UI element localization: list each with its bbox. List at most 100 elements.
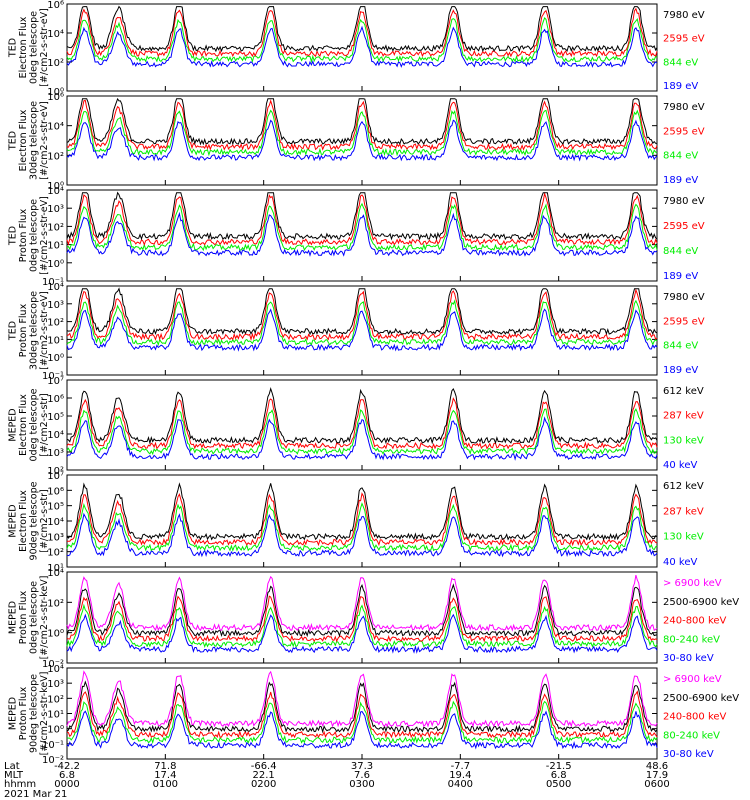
y-tick-label: 10⁴ [47, 517, 64, 528]
legend-entry: 7980 eV [663, 10, 705, 21]
series-line-3 [66, 16, 658, 64]
series-line-2 [66, 99, 658, 151]
y-tick-label: 10⁰ [47, 629, 64, 640]
series-line-4 [66, 700, 658, 745]
series-line-4 [66, 512, 658, 558]
legend-entry: > 6900 keV [663, 578, 722, 589]
y-tick-label: 10⁰ [47, 353, 64, 364]
y-axis-label: TEDElectron Flux30deg telescope[#/cm2-s-… [7, 101, 50, 180]
legend-entry: 40 keV [663, 460, 697, 471]
date-label: 2021 Mar 21 [4, 789, 67, 800]
series-line-2 [66, 288, 658, 342]
y-tick-label: 10⁶ [47, 486, 64, 497]
x-tick-mlt: 22.1 [253, 770, 275, 781]
x-tick-hhmm: 0600 [644, 779, 669, 790]
y-tick-label: 10² [47, 318, 64, 329]
x-tick-lat: 48.6 [646, 761, 668, 772]
series-line-5 [66, 710, 658, 750]
y-axis-label: TEDProton Flux30deg telescope[#/cm2-s-st… [7, 291, 50, 370]
legend-entry: 2595 eV [663, 316, 705, 327]
y-tick-label: 10² [47, 151, 64, 162]
legend-entry: 612 keV [663, 481, 704, 492]
x-tick-mlt: 17.9 [646, 770, 668, 781]
x-tick-hhmm: 0100 [153, 779, 178, 790]
legend-entry: 189 eV [663, 365, 698, 376]
y-tick-label: 10² [47, 598, 64, 609]
x-tick-hhmm: 0300 [349, 779, 374, 790]
series-line-4 [66, 211, 658, 257]
y-tick-label: 10² [47, 222, 64, 233]
x-row-label: MLT [4, 770, 24, 781]
y-axis-label: MEPEDProton Flux90deg telescope[#/cm2-s-… [7, 672, 50, 756]
series-line-2 [66, 191, 658, 247]
x-tick-lat: -42.2 [54, 761, 80, 772]
legend-entry: 844 eV [663, 341, 698, 352]
legend-entry: 287 keV [663, 411, 704, 422]
x-tick-mlt: 17.4 [154, 770, 176, 781]
y-tick-label: 10⁵ [47, 502, 64, 513]
plot-frame [66, 95, 658, 186]
series-line-1 [66, 574, 658, 633]
series-line-1 [66, 191, 658, 241]
legend-entry: 2595 eV [663, 221, 705, 232]
legend-entry: 7980 eV [663, 102, 705, 113]
y-tick-label: 10³ [47, 204, 64, 215]
x-tick-mlt: 7.6 [354, 770, 370, 781]
x-tick-lat: -66.4 [251, 761, 277, 772]
legend-entry: 30-80 keV [663, 653, 714, 664]
series-line-3 [66, 502, 658, 553]
panel-6: 10⁷ 10⁶ 10⁵ 10⁴ 10³ 10² 10¹ MEPEDElectron Flux9… [7, 471, 704, 574]
y-tick-label: 10² [47, 466, 64, 477]
y-tick-label: 10⁻¹ [42, 277, 64, 288]
series-line-3 [66, 109, 658, 157]
y-tick-label: 10⁴ [47, 664, 64, 675]
y-tick-label: 10⁴ [47, 568, 64, 579]
y-tick-label: 10⁴ [47, 29, 64, 40]
y-tick-label: 10⁴ [47, 186, 64, 197]
legend-entry: 80-240 keV [663, 634, 720, 645]
x-tick-mlt: 19.4 [449, 770, 471, 781]
y-axis-label: TEDProton Flux0deg telescope[#/cm2-s-str… [7, 196, 50, 275]
series-line-3 [66, 202, 658, 252]
legend-entry: 844 eV [663, 151, 698, 162]
legend-entry: 240-800 keV [663, 616, 727, 627]
plot-frame [66, 285, 658, 376]
y-tick-label: 10¹ [47, 335, 64, 346]
legend-entry: 7980 eV [663, 196, 705, 207]
series-line-1 [66, 386, 658, 445]
y-tick-label: 10² [47, 694, 64, 705]
series-line-1 [66, 482, 658, 541]
x-tick-lat: -21.5 [546, 761, 572, 772]
legend-entry: 2595 eV [663, 126, 705, 137]
y-tick-label: 10³ [47, 300, 64, 311]
x-tick-mlt: 6.8 [551, 770, 567, 781]
series-line-5 [66, 613, 658, 654]
x-row-label: Lat [4, 761, 20, 772]
legend-entry: 2500-6900 keV [663, 597, 739, 608]
y-tick-label: 10⁴ [47, 282, 64, 293]
legend-entry: > 6900 keV [663, 674, 722, 685]
y-tick-label: 10⁶ [47, 92, 64, 103]
x-tick-mlt: 6.8 [59, 770, 75, 781]
series-line-4 [66, 416, 658, 461]
y-tick-label: 10⁰ [47, 725, 64, 736]
y-tick-label: 10⁰ [47, 259, 64, 270]
y-tick-label: 10¹ [47, 241, 64, 252]
y-tick-label: 10⁴ [47, 122, 64, 133]
x-tick-hhmm: 0400 [448, 779, 473, 790]
legend-entry: 7980 eV [663, 292, 705, 303]
x-row-label: hhmm [4, 779, 36, 790]
y-tick-label: 10⁻² [42, 755, 64, 766]
series-line-2 [66, 680, 658, 734]
legend-entry: 844 eV [663, 246, 698, 257]
y-axis-label: MEPEDElectron Flux90deg telescope[#/cm2-… [7, 481, 50, 560]
y-tick-label: 10¹ [47, 710, 64, 721]
x-tick-hhmm: 0200 [251, 779, 276, 790]
legend-entry: 844 eV [663, 57, 698, 68]
legend-entry: 612 keV [663, 386, 704, 397]
